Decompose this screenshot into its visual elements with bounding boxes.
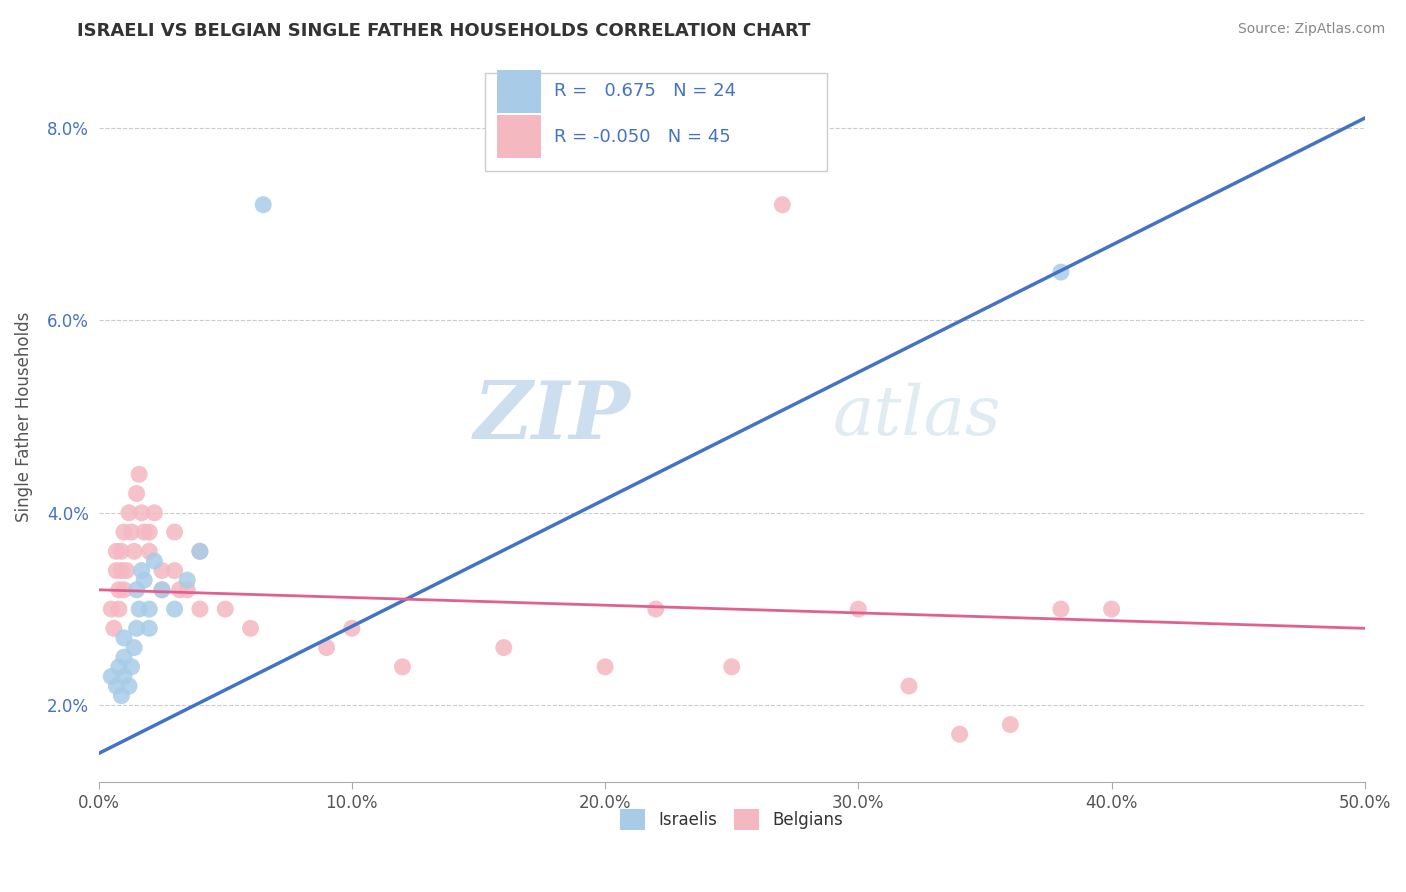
Point [131, 564, 153, 578]
Point [150, 582, 173, 597]
Point [134, 573, 156, 587]
Point [121, 660, 143, 674]
Point [188, 544, 211, 558]
Point [770, 198, 793, 212]
Point [134, 524, 156, 539]
Y-axis label: Single Father Households: Single Father Households [15, 311, 32, 522]
Point [150, 582, 173, 597]
FancyBboxPatch shape [498, 70, 540, 113]
Point [105, 679, 128, 693]
Text: R =   0.675   N = 24: R = 0.675 N = 24 [554, 82, 737, 100]
Point [108, 582, 131, 597]
Point [131, 506, 153, 520]
Point [188, 544, 211, 558]
Text: ZIP: ZIP [474, 378, 630, 455]
Point [110, 689, 132, 703]
Point [125, 486, 148, 500]
Point [122, 544, 145, 558]
Point [112, 669, 135, 683]
Point [492, 640, 515, 655]
Point [846, 602, 869, 616]
Point [110, 544, 132, 558]
Point [169, 582, 191, 597]
Point [188, 602, 211, 616]
Point [644, 602, 666, 616]
Text: ISRAELI VS BELGIAN SINGLE FATHER HOUSEHOLDS CORRELATION CHART: ISRAELI VS BELGIAN SINGLE FATHER HOUSEHO… [77, 22, 811, 40]
Point [122, 640, 145, 655]
Point [118, 506, 141, 520]
Text: Source: ZipAtlas.com: Source: ZipAtlas.com [1237, 22, 1385, 37]
Point [176, 573, 198, 587]
Point [128, 602, 150, 616]
Point [163, 602, 186, 616]
Point [163, 524, 186, 539]
Point [143, 506, 166, 520]
Point [100, 669, 122, 683]
Point [125, 621, 148, 635]
Text: atlas: atlas [832, 383, 1001, 450]
Point [252, 198, 274, 212]
Point [138, 544, 160, 558]
Point [1050, 265, 1073, 279]
Legend: Israelis, Belgians: Israelis, Belgians [613, 803, 849, 836]
Point [315, 640, 337, 655]
Point [138, 602, 160, 616]
Text: R = -0.050   N = 45: R = -0.050 N = 45 [554, 128, 731, 145]
Point [898, 679, 921, 693]
Point [125, 582, 148, 597]
Point [340, 621, 363, 635]
Point [110, 564, 132, 578]
Point [100, 602, 122, 616]
Point [163, 564, 186, 578]
Point [1101, 602, 1123, 616]
Point [138, 524, 160, 539]
Point [1050, 602, 1073, 616]
Point [105, 564, 128, 578]
Point [118, 679, 141, 693]
Point [138, 621, 160, 635]
Point [143, 554, 166, 568]
Point [720, 660, 742, 674]
Point [121, 524, 143, 539]
Point [1000, 717, 1022, 731]
Point [112, 650, 135, 665]
Point [239, 621, 262, 635]
Point [108, 660, 131, 674]
Point [112, 582, 135, 597]
Point [391, 660, 413, 674]
Point [593, 660, 616, 674]
Point [103, 621, 125, 635]
Point [112, 631, 135, 645]
Point [150, 564, 173, 578]
Point [105, 544, 128, 558]
Point [214, 602, 236, 616]
Point [112, 524, 135, 539]
Point [108, 602, 131, 616]
FancyBboxPatch shape [485, 72, 827, 171]
Point [176, 582, 198, 597]
FancyBboxPatch shape [498, 115, 540, 159]
Point [949, 727, 972, 741]
Point [128, 467, 150, 482]
Point [115, 564, 138, 578]
